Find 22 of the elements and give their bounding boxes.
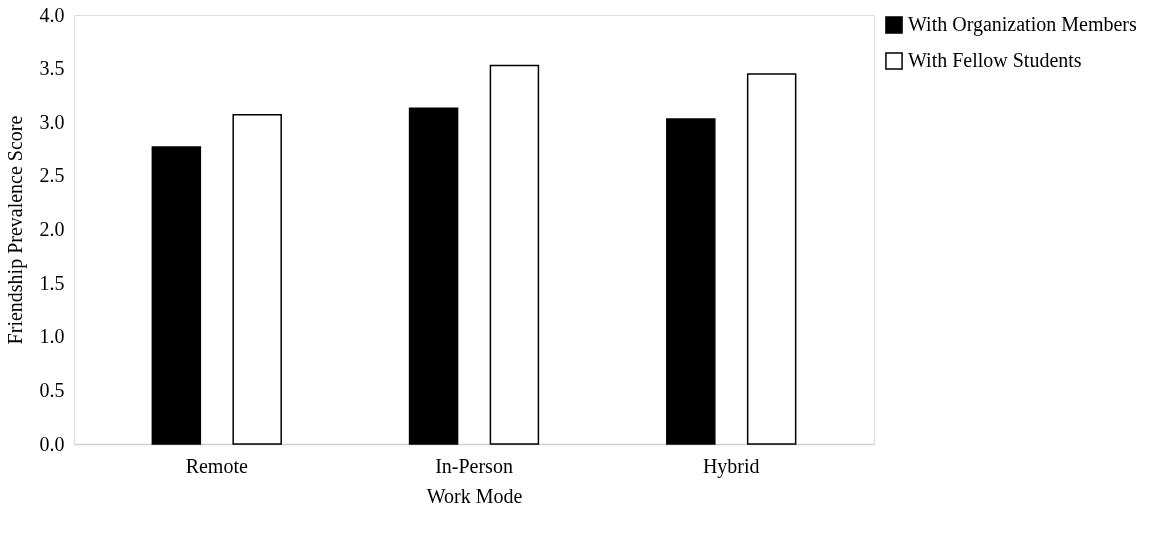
bar xyxy=(666,118,716,445)
y-tick-label: 1.0 xyxy=(39,325,65,348)
x-tick-label: Remote xyxy=(185,454,248,477)
y-tick-label: 0.0 xyxy=(39,432,65,455)
y-tick-label: 3.0 xyxy=(39,110,65,133)
legend-label: With Organization Members xyxy=(908,13,1137,36)
legend-label: With Fellow Students xyxy=(908,49,1082,71)
bar xyxy=(746,73,797,445)
y-tick-label: 0.5 xyxy=(39,378,65,401)
bar xyxy=(232,113,282,445)
y-tick-label: 3.5 xyxy=(39,57,65,80)
y-tick-label: 4.0 xyxy=(39,3,65,26)
y-tick-label: 2.5 xyxy=(39,164,65,187)
bar xyxy=(489,64,540,445)
bar xyxy=(151,146,202,445)
x-tick-label: Hybrid xyxy=(702,454,760,478)
y-tick-label: 2.0 xyxy=(39,218,65,240)
x-tick-label: In-Person xyxy=(435,454,513,477)
y-axis-title: Friendship Prevalence Score xyxy=(3,115,27,345)
bar xyxy=(408,107,459,445)
y-tick-label: 1.5 xyxy=(39,271,65,294)
x-axis-title: Work Mode xyxy=(426,484,523,507)
